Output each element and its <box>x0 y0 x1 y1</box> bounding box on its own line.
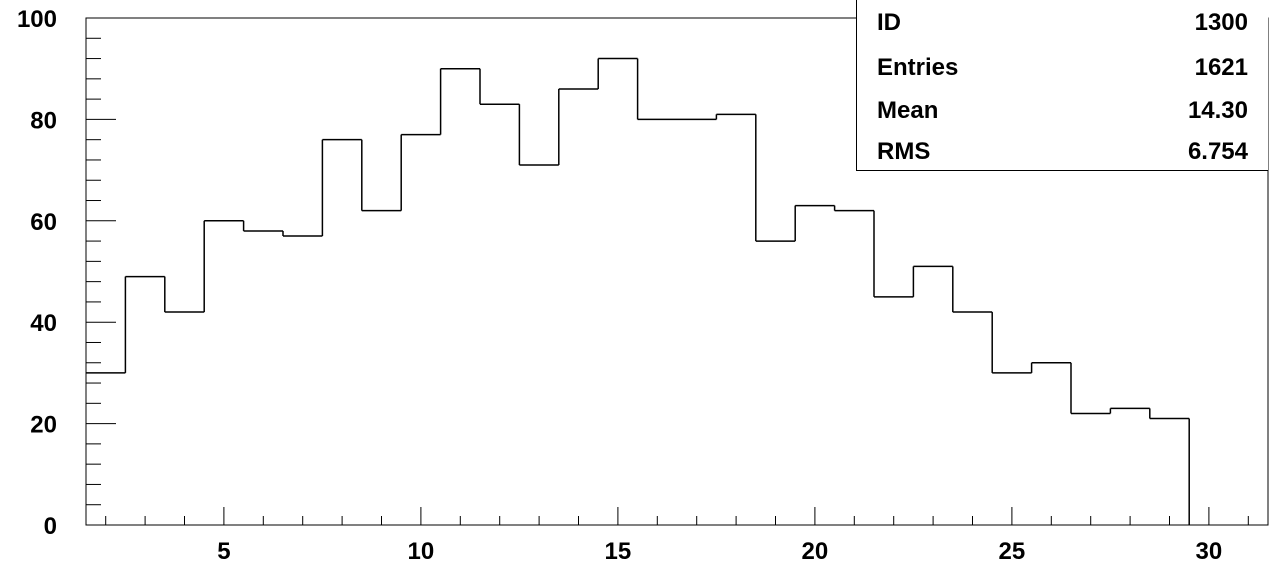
axis-ticks <box>86 17 1249 526</box>
stats-row-mean: Mean 14.30 <box>857 91 1268 131</box>
y-tick-label: 60 <box>30 209 57 236</box>
y-tick-label: 40 <box>30 310 57 337</box>
axes <box>85 17 1269 526</box>
x-tick-label: 30 <box>1196 538 1223 565</box>
y-tick-label: 0 <box>44 513 57 540</box>
stats-row-rms: RMS 6.754 <box>857 132 1268 172</box>
x-tick-label: 5 <box>217 538 230 565</box>
stats-value: 1621 <box>1194 54 1248 81</box>
x-tick-label: 15 <box>605 538 632 565</box>
stats-row-entries: Entries 1621 <box>857 48 1268 88</box>
tick-labels: 5 10 15 20 25 30 0 20 40 60 80 100 <box>17 6 1222 565</box>
x-tick-label: 25 <box>999 538 1026 565</box>
stats-value: 6.754 <box>1187 138 1248 165</box>
stats-key: Entries <box>877 54 959 81</box>
stats-key: Mean <box>877 97 939 124</box>
stats-value: 1300 <box>1194 9 1248 36</box>
plot-frame <box>85 17 1269 526</box>
x-tick-label: 20 <box>802 538 829 565</box>
stats-key: RMS <box>877 138 931 165</box>
stats-box: ID 1300 Entries 1621 Mean 14.30 RMS 6.75… <box>856 0 1268 171</box>
y-tick-label: 20 <box>30 412 57 439</box>
x-tick-label: 10 <box>408 538 435 565</box>
stats-row-id: ID 1300 <box>857 3 1268 43</box>
stats-value: 14.30 <box>1187 97 1248 124</box>
y-tick-label: 80 <box>30 107 57 134</box>
stats-key: ID <box>877 9 901 36</box>
y-tick-label: 100 <box>17 6 57 33</box>
histogram-bins <box>86 57 1190 525</box>
